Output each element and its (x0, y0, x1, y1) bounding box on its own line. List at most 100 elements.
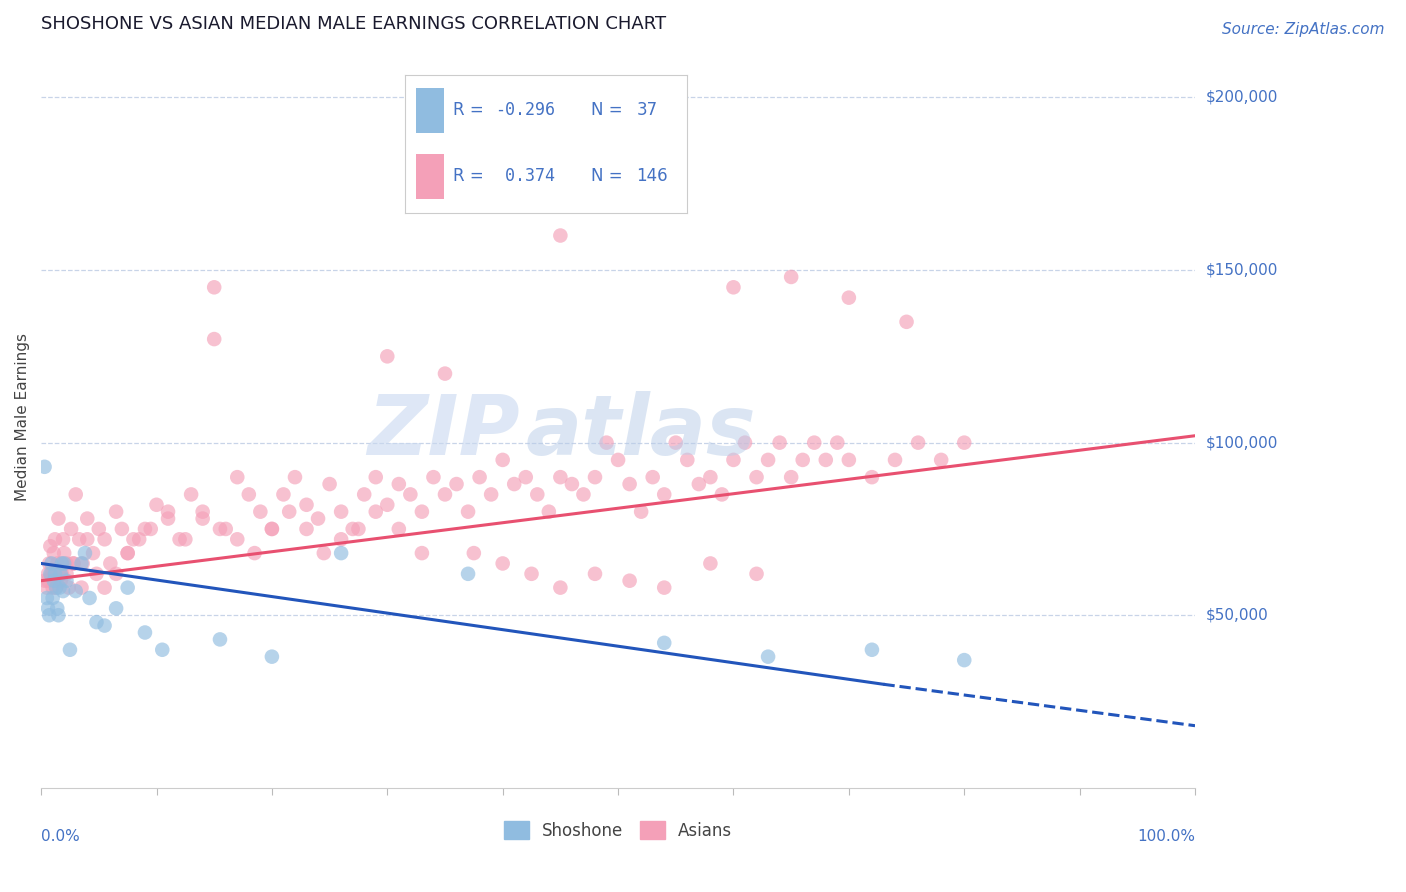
Point (55, 566, 77, 581)
Point (48, 511, 70, 525)
Point (929, 453, 952, 467)
Point (515, 470, 537, 484)
Point (174, 533, 197, 547)
Point (860, 470, 883, 484)
Point (896, 315, 918, 329)
Point (62, 557, 84, 571)
Point (35, 591, 58, 605)
Point (208, 522, 231, 536)
Point (619, 477, 641, 491)
Point (35, 581, 58, 595)
Point (492, 453, 515, 467)
Point (312, 546, 335, 560)
Point (583, 470, 606, 484)
Point (42, 574, 65, 588)
Point (55, 574, 77, 588)
Point (145, 498, 167, 512)
Point (39, 566, 62, 581)
Point (330, 505, 353, 519)
Point (93, 618, 115, 632)
Point (76, 533, 98, 547)
Point (388, 522, 411, 536)
Point (550, 228, 572, 243)
Point (503, 477, 526, 491)
Point (37, 574, 59, 588)
Point (411, 546, 433, 560)
Point (463, 546, 485, 560)
Y-axis label: Median Male Earnings: Median Male Earnings (15, 333, 30, 500)
Point (756, 649, 779, 664)
Point (49, 566, 72, 581)
Point (51, 566, 73, 581)
Point (37, 601, 59, 615)
Point (86, 615, 108, 629)
Point (572, 487, 595, 501)
Point (49, 574, 72, 588)
Point (342, 522, 364, 536)
Point (838, 291, 860, 305)
Point (457, 505, 479, 519)
Point (550, 581, 572, 595)
Point (468, 470, 491, 484)
Point (202, 280, 225, 294)
Point (226, 533, 249, 547)
Text: Source: ZipAtlas.com: Source: ZipAtlas.com (1222, 22, 1385, 37)
Point (226, 470, 249, 484)
Point (520, 566, 543, 581)
Point (117, 546, 139, 560)
Point (70, 557, 93, 571)
Point (117, 581, 139, 595)
Point (105, 505, 128, 519)
Point (375, 498, 398, 512)
Point (330, 533, 353, 547)
Point (249, 505, 271, 519)
Point (827, 435, 849, 450)
Point (53, 546, 76, 560)
Point (128, 533, 150, 547)
Point (180, 487, 202, 501)
Legend: Shoshone, Asians: Shoshone, Asians (498, 814, 740, 847)
Point (734, 435, 756, 450)
Point (723, 280, 745, 294)
Point (46, 574, 69, 588)
Point (42, 546, 65, 560)
Point (347, 522, 370, 536)
Point (433, 367, 456, 381)
Point (953, 435, 976, 450)
Point (492, 557, 515, 571)
Point (907, 435, 929, 450)
Point (37, 566, 59, 581)
Point (641, 470, 664, 484)
Point (117, 546, 139, 560)
Point (59, 642, 82, 657)
Point (780, 269, 803, 284)
Point (41, 566, 63, 581)
Text: $50,000: $50,000 (1206, 607, 1268, 623)
Point (792, 453, 814, 467)
Text: SHOSHONE VS ASIAN MEDIAN MALE EARNINGS CORRELATION CHART: SHOSHONE VS ASIAN MEDIAN MALE EARNINGS C… (41, 15, 666, 33)
Point (46, 557, 69, 571)
Point (41, 581, 63, 595)
Point (45, 581, 67, 595)
Text: ZIP: ZIP (367, 391, 520, 472)
Point (411, 505, 433, 519)
Point (122, 533, 145, 547)
Point (652, 636, 675, 650)
Point (51, 557, 73, 571)
Point (215, 522, 238, 536)
Point (41, 566, 63, 581)
Point (583, 566, 606, 581)
Text: atlas: atlas (526, 391, 756, 472)
Point (595, 435, 617, 450)
Point (330, 546, 353, 560)
Point (243, 546, 266, 560)
Point (34, 459, 56, 474)
Point (273, 487, 295, 501)
Point (768, 435, 790, 450)
Point (884, 453, 907, 467)
Point (814, 453, 837, 467)
Point (58, 581, 80, 595)
Point (479, 487, 502, 501)
Point (93, 581, 115, 595)
Point (52, 584, 75, 599)
